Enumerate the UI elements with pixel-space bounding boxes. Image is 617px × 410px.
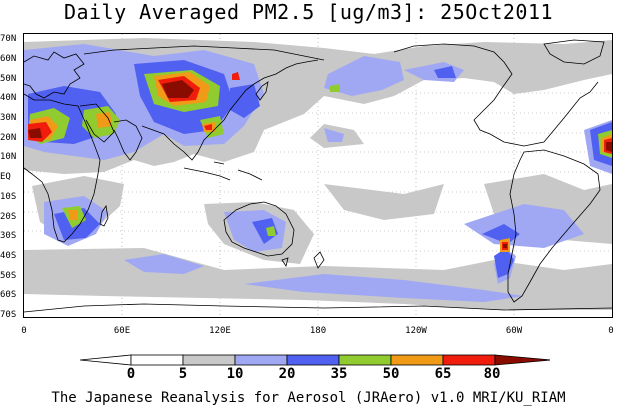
lat-label-10s: 10S [0,192,17,202]
colorbar-tick-10: 10 [226,366,244,382]
colorbar-tick-35: 35 [330,366,348,382]
colorbar-tick-80: 80 [483,366,501,382]
lat-label-50n: 50N [0,74,17,84]
credit-line: The Japanese Reanalysis for Aerosol (JRA… [51,390,566,406]
lon-label-60e: 60E [113,326,131,336]
colorbar-segment-over [494,354,550,366]
colorbar-tick-65: 65 [434,366,452,382]
colorbar-segment-under [80,354,132,366]
lat-label-30s: 30S [0,231,17,241]
lon-label-120w: 120W [405,326,427,336]
pm25-dark-red-regions [28,80,612,248]
lat-label-20n: 20N [0,133,17,143]
colorbar-segment [182,354,236,366]
coastlines [24,39,612,313]
colorbar-segment [442,354,496,366]
colorbar-tick-50: 50 [382,366,400,382]
lat-label-70n: 70N [0,34,17,44]
map-title: Daily Averaged PM2.5 [ug/m3]: 25Oct2011 [63,0,554,24]
colorbar-segment [130,354,184,366]
lat-label-20s: 20S [0,212,17,222]
colorbar-segment [234,354,288,366]
lon-label-120e: 120E [209,326,231,336]
lat-label-70s: 70S [0,310,17,320]
lat-label-40s: 40S [0,251,17,261]
colorbar-tick-20: 20 [278,366,296,382]
colorbar-tick-0: 0 [126,366,136,382]
colorbar-segment [390,354,444,366]
lat-label-60s: 60S [0,290,17,300]
colorbar [80,354,550,366]
pm25-map [23,33,613,318]
lat-label-30n: 30N [0,113,17,123]
lon-label-0-west: 0 [21,326,27,336]
colorbar-segment [338,354,392,366]
lat-label-60n: 60N [0,54,17,64]
colorbar-segment [286,354,340,366]
lon-label-0-east: 0 [608,326,614,336]
lat-label-50s: 50S [0,271,17,281]
lon-label-60w: 60W [505,326,523,336]
colorbar-tick-5: 5 [178,366,188,382]
lon-label-180: 180 [309,326,327,336]
lat-label-10n: 10N [0,152,17,162]
lat-label-40n: 40N [0,93,17,103]
lat-label-eq: EQ [0,172,11,182]
